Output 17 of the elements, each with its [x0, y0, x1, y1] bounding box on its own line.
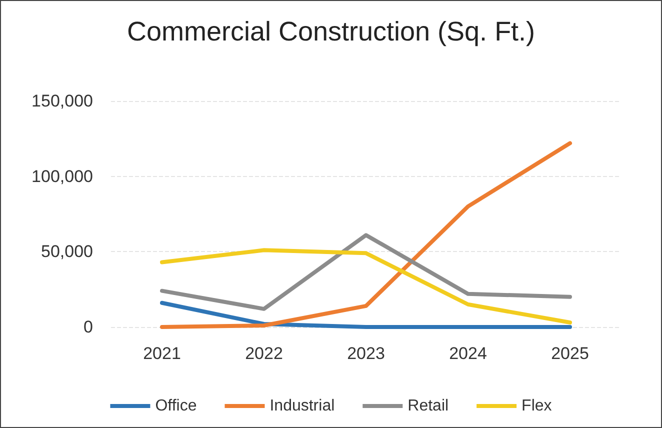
- line-series: [160, 141, 572, 329]
- legend-label: Retail: [408, 398, 449, 414]
- y-tick-label: 0: [84, 318, 93, 336]
- x-tick-label: 2021: [143, 344, 181, 363]
- line-series: [160, 233, 572, 311]
- y-tick-label: 150,000: [32, 92, 93, 110]
- line-series: [160, 248, 572, 324]
- legend-label: Flex: [522, 398, 552, 414]
- chart-title: Commercial Construction (Sq. Ft.): [126, 16, 536, 46]
- y-tick-label: 100,000: [32, 166, 93, 186]
- x-tick-label: 2022: [245, 344, 283, 363]
- legend-label: Office: [155, 398, 197, 414]
- y-tick-label: 50,000: [41, 242, 93, 262]
- legend-label: Industrial: [270, 398, 335, 414]
- x-tick-label: 2025: [551, 344, 589, 363]
- x-tick-label: 2024: [449, 344, 487, 363]
- x-tick-label: 2023: [347, 344, 385, 363]
